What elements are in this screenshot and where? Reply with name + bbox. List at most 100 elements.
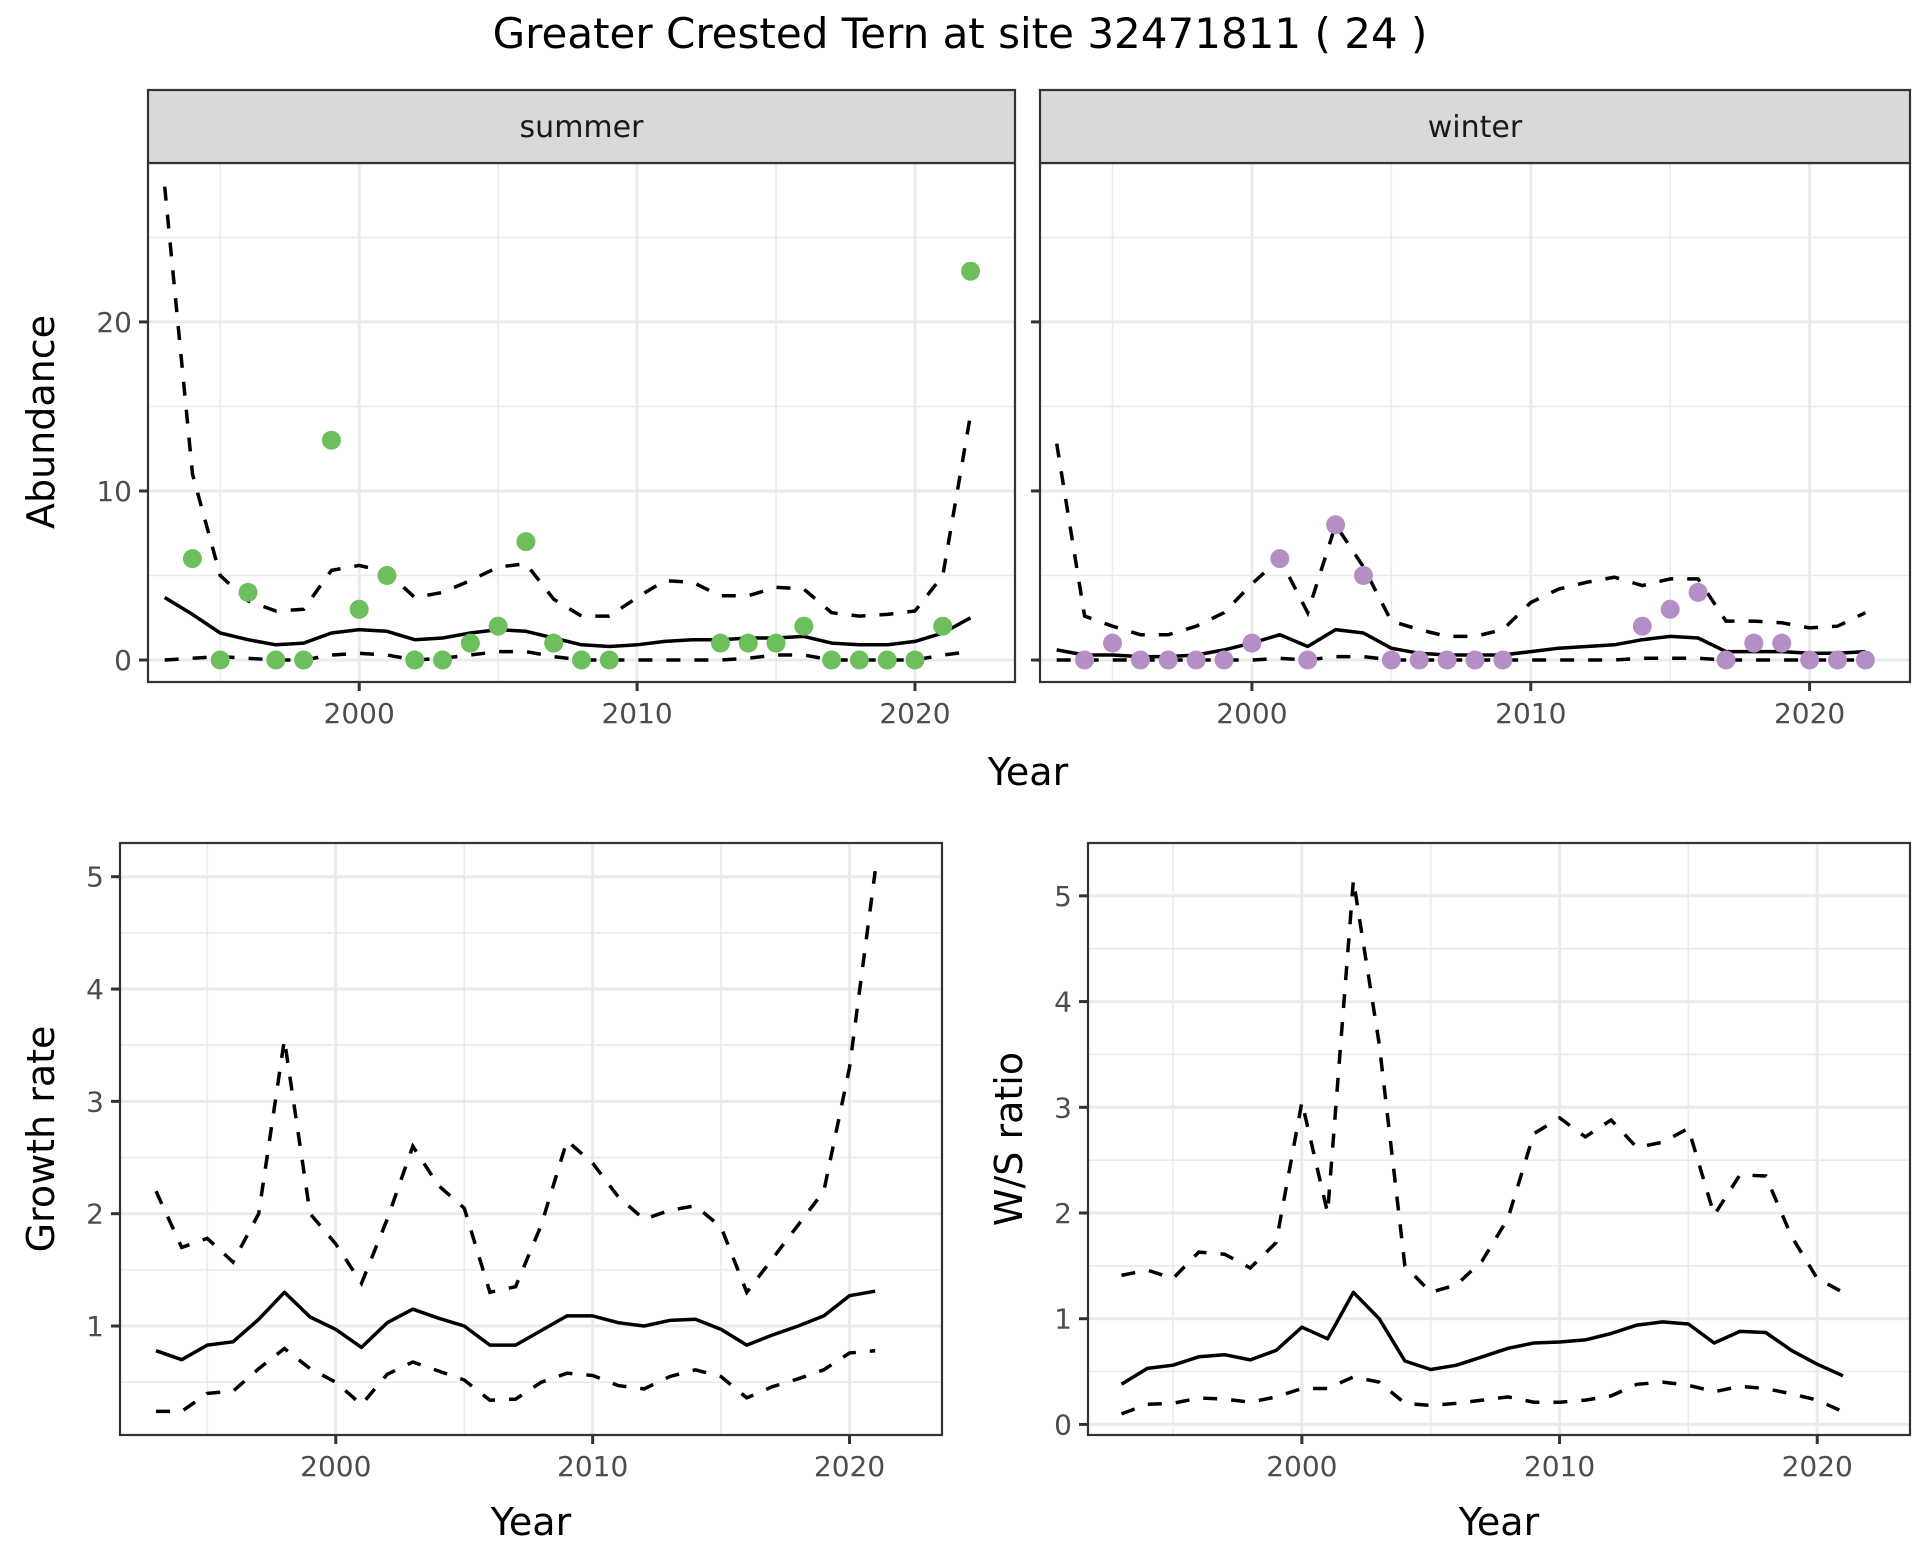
panel-ws_ratio: 2000 2010 2020 0 1 2 3 4 5 W/S ratio Year: [987, 841, 1912, 1544]
data-point-summer: [182, 549, 202, 569]
data-point-summer: [460, 633, 480, 653]
data-point-summer: [544, 633, 564, 653]
data-point-summer: [905, 650, 925, 670]
panel-border: [118, 841, 944, 1437]
data-point-winter: [1353, 565, 1373, 585]
data-point-winter: [1186, 650, 1206, 670]
y-axis-title-abundance: Abundance: [19, 315, 63, 529]
data-point-winter: [1103, 633, 1122, 653]
panel-growth: 2000 2010 2020 1 2 3 4 5 Growth rate Year: [19, 841, 944, 1544]
y-tick-label: 20: [96, 306, 132, 339]
data-point-winter: [1688, 582, 1708, 602]
data-point-winter: [1270, 549, 1290, 569]
data-point-summer: [210, 650, 230, 670]
facet-strip: [1038, 88, 1912, 165]
x-tick-label: 2000: [324, 697, 395, 730]
panel-background: [120, 843, 942, 1435]
x-tick-label: 2000: [1216, 697, 1287, 730]
x-tick-label: 2010: [1495, 697, 1566, 730]
data-point-winter: [1493, 650, 1513, 670]
ws_ratio-series-mean: [1120, 1290, 1844, 1386]
y-tick-label: 1: [1054, 1303, 1072, 1336]
data-point-winter: [1828, 650, 1847, 670]
x-tick-label: 2000: [300, 1450, 371, 1483]
data-point-summer: [877, 650, 897, 670]
data-point-winter: [1326, 515, 1346, 535]
data-point-winter: [1716, 650, 1736, 670]
data-point-winter: [1158, 650, 1178, 670]
y-tick-label: 0: [1054, 1408, 1072, 1441]
data-point-winter: [1381, 650, 1401, 670]
facet-strip: [146, 88, 1017, 165]
data-point-summer: [349, 599, 369, 619]
abundance-summer-series-upper: [162, 186, 973, 618]
data-point-summer: [738, 633, 758, 653]
data-point-winter: [1130, 650, 1150, 670]
growth-series-mean: [155, 1289, 876, 1362]
data-point-summer: [794, 616, 814, 636]
figure-title: Greater Crested Tern at site 32471811 ( …: [493, 9, 1428, 58]
y-tick-label: 5: [1054, 880, 1072, 913]
data-point-summer: [266, 650, 286, 670]
y-tick-label: 4: [86, 973, 104, 1006]
y-tick-label: 4: [1054, 986, 1072, 1019]
data-point-winter: [1437, 650, 1457, 670]
x-axis-title-growth: Year: [490, 1500, 572, 1544]
data-point-summer: [321, 430, 341, 450]
ws_ratio-series-lower: [1120, 1375, 1844, 1416]
x-axis-title-abundance: Year: [987, 750, 1069, 794]
y-axis-title-ws_ratio: W/S ratio: [987, 1052, 1031, 1226]
y-tick-label: 3: [86, 1085, 104, 1118]
data-point-summer: [599, 650, 619, 670]
data-point-summer: [405, 650, 425, 670]
data-point-winter: [1242, 633, 1262, 653]
panel-background: [1040, 163, 1910, 682]
data-point-summer: [822, 650, 842, 670]
y-tick-label: 3: [1054, 1091, 1072, 1124]
y-tick-label: 5: [86, 861, 104, 894]
x-tick-label: 2010: [1524, 1450, 1595, 1483]
data-point-winter: [1465, 650, 1485, 670]
data-point-winter: [1855, 650, 1875, 670]
data-point-summer: [488, 616, 508, 636]
data-point-summer: [961, 261, 981, 281]
data-point-summer: [238, 582, 258, 602]
data-point-winter: [1214, 650, 1234, 670]
facet-strip-label: summer: [520, 110, 645, 145]
data-point-winter: [1075, 650, 1095, 670]
panel-border: [1086, 841, 1912, 1437]
x-tick-label: 2010: [601, 697, 672, 730]
abundance-winter-series-upper: [1054, 443, 1867, 639]
data-point-summer: [933, 616, 953, 636]
y-tick-label: 10: [96, 475, 132, 508]
x-tick-label: 2020: [1774, 697, 1845, 730]
data-point-winter: [1298, 650, 1318, 670]
data-point-summer: [710, 633, 730, 653]
data-point-summer: [433, 650, 453, 670]
data-point-summer: [294, 650, 314, 670]
x-tick-label: 2020: [879, 697, 950, 730]
data-point-summer: [377, 565, 397, 585]
y-tick-label: 2: [1054, 1197, 1072, 1230]
data-point-summer: [516, 532, 536, 552]
facet-panel-winter: winter 2000 2010 2020: [1031, 88, 1912, 730]
y-tick-label: 0: [114, 644, 132, 677]
y-tick-label: 2: [86, 1198, 104, 1231]
ws_ratio-series-upper: [1121, 879, 1844, 1295]
x-tick-label: 2020: [814, 1450, 885, 1483]
x-tick-label: 2020: [1782, 1450, 1853, 1483]
growth-series-lower: [156, 1346, 876, 1414]
data-point-winter: [1409, 650, 1429, 670]
y-tick-label: 1: [86, 1310, 104, 1343]
data-point-summer: [849, 650, 869, 670]
x-axis-title-ws_ratio: Year: [1458, 1500, 1540, 1544]
facet-strip-label: winter: [1428, 110, 1523, 145]
data-point-winter: [1800, 650, 1820, 670]
data-point-summer: [766, 633, 786, 653]
abundance-summer-series-mean: [163, 596, 972, 649]
y-axis-title-growth: Growth rate: [19, 1026, 63, 1253]
data-point-winter: [1744, 633, 1764, 653]
facet-panel-summer: summer 2000 2010 2020 0 10 20: [96, 88, 1017, 730]
